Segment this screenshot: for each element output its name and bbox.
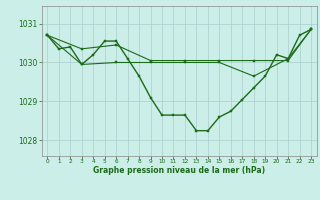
X-axis label: Graphe pression niveau de la mer (hPa): Graphe pression niveau de la mer (hPa) — [93, 166, 265, 175]
